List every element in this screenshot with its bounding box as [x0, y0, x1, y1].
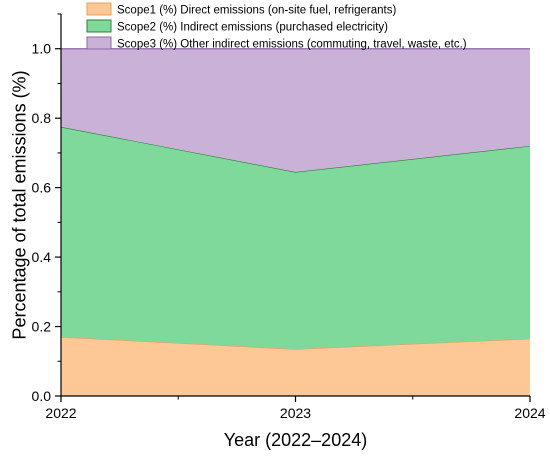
legend-swatch-1	[86, 2, 112, 16]
y-tick-label: 1.0	[32, 41, 52, 57]
x-tick-label: 2023	[280, 405, 311, 421]
area-series-1	[61, 336, 530, 396]
x-tick-label: 2024	[514, 405, 545, 421]
y-tick-label: 0.2	[32, 319, 52, 335]
plot-areas	[60, 48, 531, 396]
legend-label-2: Scope2 (%) Indirect emissions (purchased…	[117, 22, 388, 34]
y-tick-label: 0.4	[32, 249, 52, 265]
legend-swatch-2	[86, 19, 112, 33]
legend: Scope1 (%) Direct emissions (on-site fue…	[86, 2, 467, 51]
area-series-2	[61, 126, 530, 350]
area-series-3	[61, 48, 530, 173]
x-tick-label: 2022	[45, 405, 76, 421]
legend-label-1: Scope1 (%) Direct emissions (on-site fue…	[117, 5, 396, 17]
legend-label-3: Scope3 (%) Other indirect emissions (com…	[117, 39, 467, 51]
y-axis-title: Percentage of total emissions (%)	[9, 70, 29, 339]
y-tick-label: 0.6	[32, 180, 52, 196]
legend-swatch-3	[86, 36, 112, 50]
y-tick-label: 0.0	[32, 388, 52, 404]
y-tick-label: 0.8	[32, 110, 52, 126]
x-axis-title: Year (2022–2024)	[224, 430, 367, 450]
axes: 2022 2023 2024 0.0 0.2 0.4 0.6 0.8 1.0	[32, 13, 546, 421]
